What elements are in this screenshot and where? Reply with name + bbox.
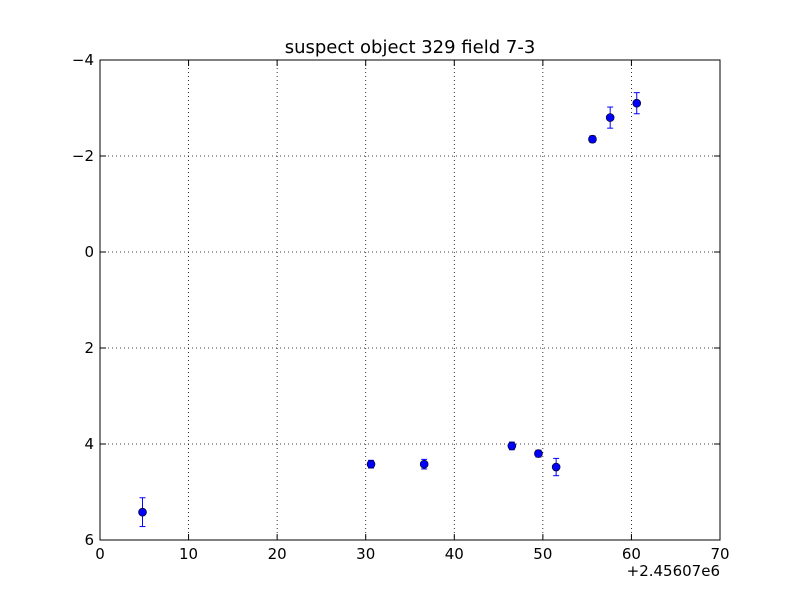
chart-title: suspect object 329 field 7-3 — [285, 37, 536, 58]
x-tick-label: 60 — [622, 545, 641, 563]
data-point — [507, 441, 517, 451]
x-tick-label: 50 — [533, 545, 552, 563]
x-tick-label: 30 — [356, 545, 375, 563]
data-point — [605, 106, 615, 129]
data-marker — [534, 449, 543, 458]
x-tick-label: 0 — [95, 545, 105, 563]
data-marker — [605, 113, 615, 122]
data-point — [138, 497, 147, 528]
data-point — [588, 134, 597, 144]
y-tick-label: 6 — [84, 531, 94, 549]
data-marker — [138, 507, 147, 517]
data-point — [632, 92, 642, 115]
x-tick-label: 10 — [179, 545, 198, 563]
x-tick-label: 40 — [445, 545, 464, 563]
y-tick-label: −4 — [72, 51, 94, 69]
data-marker — [632, 98, 642, 108]
y-tick-label: 4 — [84, 435, 94, 453]
data-point — [551, 457, 561, 477]
data-point — [419, 458, 429, 470]
data-point — [366, 459, 376, 469]
x-axis-offset-label: +2.45607e6 — [627, 562, 720, 580]
x-tick-label: 20 — [268, 545, 287, 563]
data-marker — [588, 134, 597, 144]
data-points — [138, 92, 642, 528]
data-marker — [551, 462, 561, 472]
y-tick-label: −2 — [72, 147, 94, 165]
data-marker — [419, 459, 429, 469]
x-tick-label: 70 — [710, 545, 729, 563]
data-marker — [507, 441, 517, 451]
y-tick-label: 2 — [84, 339, 94, 357]
data-marker — [366, 459, 376, 469]
plot-frame — [99, 59, 721, 541]
grid-lines — [100, 60, 720, 540]
tick-labels: 0 10 20 30 40 50 60 70 −4 −2 0 2 4 6 — [72, 51, 730, 563]
data-point — [534, 449, 543, 458]
axis-ticks — [99, 59, 721, 541]
y-tick-label: 0 — [84, 243, 94, 261]
